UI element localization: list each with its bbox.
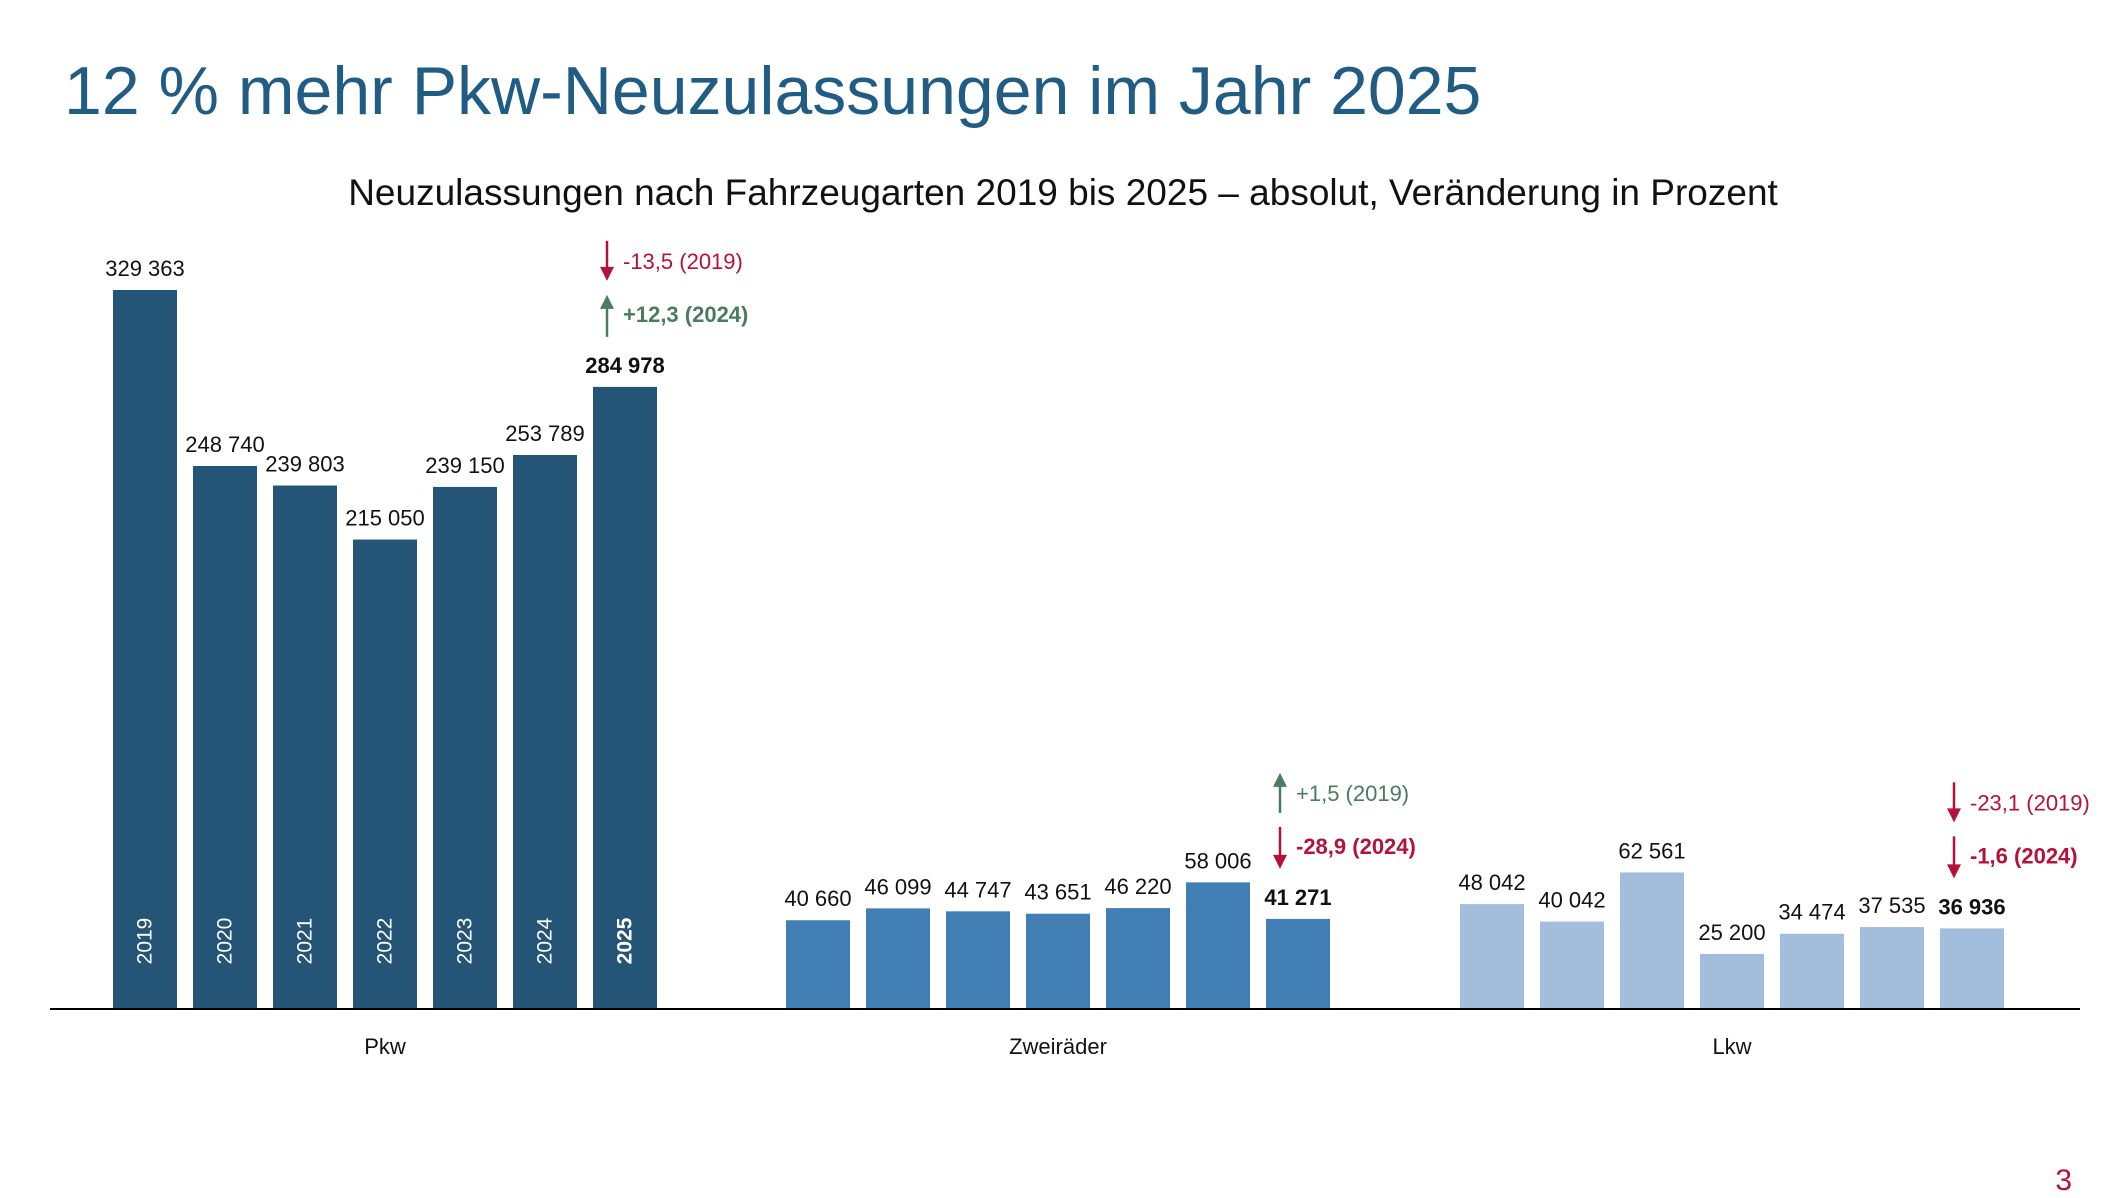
- bar-zweiraeder-2022: [1026, 913, 1090, 1009]
- value-label-zweiraeder-2024: 58 006: [1184, 848, 1251, 873]
- bar-pkw-2022: [353, 539, 417, 1009]
- change-arrow-zweiraeder-2-head: [1273, 854, 1287, 869]
- category-label-lkw: Lkw: [1712, 1034, 1751, 1059]
- value-label-lkw-2024: 37 535: [1858, 893, 1925, 918]
- change-arrow-lkw-1-head: [1947, 808, 1961, 823]
- bar-lkw-2024: [1860, 927, 1924, 1009]
- bar-pkw-2024: [513, 454, 577, 1010]
- bar-zweiraeder-2024: [1186, 882, 1250, 1009]
- bar-lkw-2023: [1780, 933, 1844, 1009]
- bar-lkw-2020: [1540, 921, 1604, 1009]
- year-label-2020: 2020: [214, 918, 237, 965]
- bar-lkw-2022: [1700, 953, 1764, 1009]
- value-label-lkw-2021: 62 561: [1618, 838, 1685, 863]
- change-arrow-pkw-2-head: [600, 294, 614, 309]
- chart-title: Neuzulassungen nach Fahrzeugarten 2019 b…: [348, 172, 1778, 213]
- value-label-pkw-2022: 215 050: [345, 506, 425, 531]
- value-label-pkw-2019: 329 363: [105, 256, 185, 281]
- bar-pkw-2021: [273, 485, 337, 1009]
- category-label-pkw: Pkw: [364, 1034, 406, 1059]
- bar-pkw-2020: [193, 466, 257, 1010]
- bar-pkw-2023: [433, 486, 497, 1009]
- value-label-pkw-2021: 239 803: [265, 452, 345, 477]
- change-label-pkw-2: +12,3 (2024): [623, 302, 748, 327]
- bar-lkw-2025: [1940, 928, 2004, 1009]
- year-label-2022: 2022: [374, 918, 397, 965]
- change-label-pkw-1: -13,5 (2019): [623, 249, 743, 274]
- bar-zweiraeder-2021: [946, 911, 1010, 1009]
- value-label-lkw-2019: 48 042: [1458, 870, 1525, 895]
- page-number: 3: [2055, 1164, 2072, 1197]
- year-label-2021: 2021: [294, 918, 317, 965]
- value-label-lkw-2025: 36 936: [1938, 894, 2005, 919]
- value-label-pkw-2020: 248 740: [185, 432, 265, 457]
- value-label-zweiraeder-2022: 43 651: [1024, 880, 1091, 905]
- bar-lkw-2019: [1460, 904, 1524, 1009]
- year-label-2024: 2024: [534, 917, 557, 964]
- year-label-2019: 2019: [134, 918, 157, 965]
- bar-lkw-2021: [1620, 872, 1684, 1009]
- bar-zweiraeder-2025: [1266, 918, 1330, 1009]
- value-label-lkw-2022: 25 200: [1698, 920, 1765, 945]
- value-label-lkw-2020: 40 042: [1538, 888, 1605, 913]
- bar-zweiraeder-2020: [866, 908, 930, 1009]
- change-label-lkw-1: -23,1 (2019): [1970, 790, 2090, 815]
- value-label-zweiraeder-2021: 44 747: [944, 877, 1011, 902]
- value-label-pkw-2024: 253 789: [505, 421, 585, 446]
- change-arrow-zweiraeder-1-head: [1273, 772, 1287, 787]
- category-label-zweiraeder: Zweiräder: [1009, 1034, 1107, 1059]
- value-label-zweiraeder-2020: 46 099: [864, 874, 931, 899]
- change-arrow-lkw-2-head: [1947, 864, 1961, 879]
- value-label-pkw-2023: 239 150: [425, 453, 505, 478]
- value-label-pkw-2025: 284 978: [585, 353, 665, 378]
- bar-pkw-2019: [113, 290, 177, 1009]
- year-label-2025: 2025: [614, 917, 637, 964]
- value-label-lkw-2023: 34 474: [1778, 900, 1845, 925]
- value-label-zweiraeder-2019: 40 660: [784, 886, 851, 911]
- value-label-zweiraeder-2025: 41 271: [1264, 885, 1331, 910]
- bar-zweiraeder-2023: [1106, 908, 1170, 1009]
- bar-zweiraeder-2019: [786, 920, 850, 1009]
- change-label-zweiraeder-1: +1,5 (2019): [1296, 781, 1409, 806]
- change-label-zweiraeder-2: -28,9 (2024): [1296, 834, 1416, 859]
- bar-pkw-2025: [593, 386, 657, 1009]
- year-label-2023: 2023: [454, 918, 477, 965]
- value-label-zweiraeder-2023: 46 220: [1104, 874, 1171, 899]
- change-label-lkw-2: -1,6 (2024): [1970, 843, 2078, 868]
- page-title: 12 % mehr Pkw-Neuzulassungen im Jahr 202…: [64, 53, 1482, 129]
- change-arrow-pkw-1-head: [600, 266, 614, 281]
